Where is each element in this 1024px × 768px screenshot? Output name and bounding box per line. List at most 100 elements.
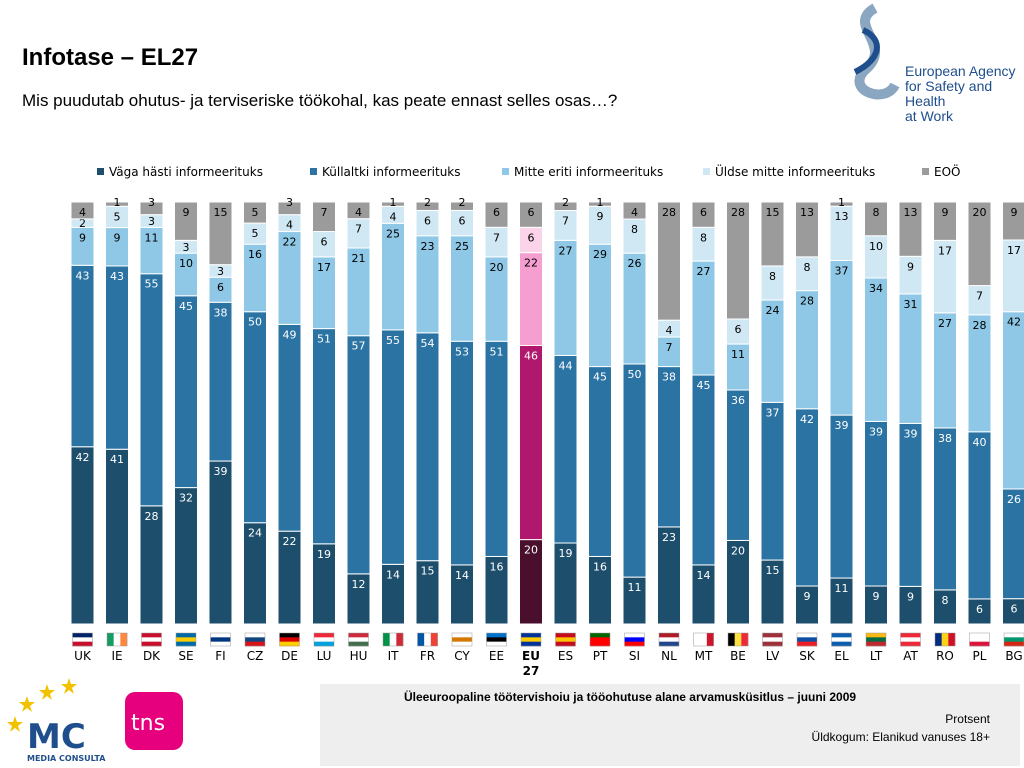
bar-segment [346,201,371,220]
bar-value-label: 19 [559,547,573,560]
bar-segment [588,366,612,557]
flag-icon [693,632,714,647]
bar-value-label: 28 [731,206,745,219]
bar-segment [381,329,405,565]
bar-value-label: 41 [110,453,124,466]
bar-value-label: 42 [1007,316,1021,329]
bar-value-label: 16 [593,560,607,573]
bar-value-label: 8 [873,206,880,219]
bar-segment [519,201,543,228]
flag-icon [313,632,335,647]
chart-legend: Väga hästi informeerituks Küllaltki infor… [97,163,960,179]
x-tick-label: RO [936,649,954,663]
bar-segment [829,414,854,579]
bar-segment [346,335,371,575]
bar-segment [657,201,681,321]
bar-segment [243,201,267,224]
bar-value-label: 42 [76,451,90,464]
media-consulta-logo: MC MEDIA CONSULTA [7,678,106,763]
flag-icon [1003,632,1024,647]
bar-segment [312,201,336,233]
bar-value-label: 7 [493,231,500,244]
bar-value-label: 45 [697,379,711,392]
x-tick-label: PT [593,649,608,663]
legend-label: EOÖ [934,163,960,179]
bar-segment [864,201,888,237]
x-tick-label: LU [317,649,332,663]
bar-segment [312,328,336,545]
bar-value-label: 14 [697,569,711,582]
bar-segment [208,460,233,625]
bar-value-label: 8 [942,594,949,607]
bar-value-label: 23 [421,240,435,253]
flag-icon [72,632,93,647]
legend-label: Üldse mitte informeerituks [715,163,875,179]
bar-segment [415,201,440,211]
flag-icon [796,632,818,647]
bar-value-label: 43 [76,269,90,282]
bar-segment [277,323,302,532]
bar-segment [691,201,716,228]
bar-segment [1002,201,1024,241]
bar-segment [105,201,129,207]
bar-value-label: 45 [179,300,193,313]
bar-segment [588,201,612,207]
bar-value-label: 4 [286,219,293,232]
stacked-bar-chart: Väga hästi informeerituks Küllaltki infor… [70,163,1024,678]
flag-icon [624,632,645,647]
bar-segment [1002,311,1024,490]
x-tick-label: MT [695,649,713,663]
mc-logo-sub: MEDIA CONSULTA [27,754,106,763]
bar-value-label: 34 [869,282,883,295]
bar-value-label: 15 [214,206,228,219]
bar-value-label: 6 [528,231,535,244]
bar-value-label: 9 [114,232,121,245]
bar-value-label: 7 [976,290,983,303]
eu-osha-logo-text: European Agency for Safety and Health at… [905,64,1024,124]
bar-segment [864,277,888,422]
bar-segment [484,340,509,557]
bar-value-label: 10 [869,240,883,253]
flag-icon [520,632,542,647]
bar-value-label: 28 [973,319,987,332]
legend-label: Mitte eriti informeerituks [514,165,663,179]
bar-value-label: 9 [183,206,190,219]
bar-value-label: 22 [283,236,297,249]
bar-value-label: 3 [286,196,293,209]
flag-icon [865,632,887,647]
bar-value-label: 3 [183,241,190,254]
chart-bars: 4243924414395128551133324510393938631524… [70,196,1024,625]
flag-icon [900,632,921,647]
bar-value-label: 26 [628,257,642,270]
bar-segment [898,201,923,257]
bar-segment [829,259,854,416]
flag-icon [762,632,783,647]
bar-value-label: 9 [1011,206,1018,219]
x-tick-label: EL [834,649,849,663]
bar-value-label: 9 [873,590,880,603]
bar-segment [795,408,819,587]
bar-value-label: 49 [283,328,297,341]
bar-value-label: 50 [248,316,262,329]
bar-value-label: 5 [114,210,121,223]
bar-value-label: 6 [976,603,983,616]
bar-segment [726,389,750,541]
bar-value-label: 25 [386,227,400,240]
x-tick-label: UK [74,649,92,663]
bar-value-label: 29 [593,248,607,261]
bar-segment [484,201,509,228]
footer-title: Üleeuroopaline töötervishoiu ja tööohutu… [403,690,857,704]
bar-value-label: 4 [355,206,362,219]
bar-value-label: 15 [766,206,780,219]
bar-segment [519,344,543,541]
bar-segment [622,363,647,578]
flag-icon [417,632,438,647]
bar-value-label: 13 [904,206,918,219]
bar-segment [139,273,164,507]
bar-value-label: 32 [179,492,193,505]
bar-value-label: 6 [459,214,466,227]
bar-segment [553,201,578,212]
bar-segment [657,366,681,528]
bar-segment [70,201,95,220]
footer-base: Üldkogum: Elanikud vanuses 18+ [811,730,990,744]
